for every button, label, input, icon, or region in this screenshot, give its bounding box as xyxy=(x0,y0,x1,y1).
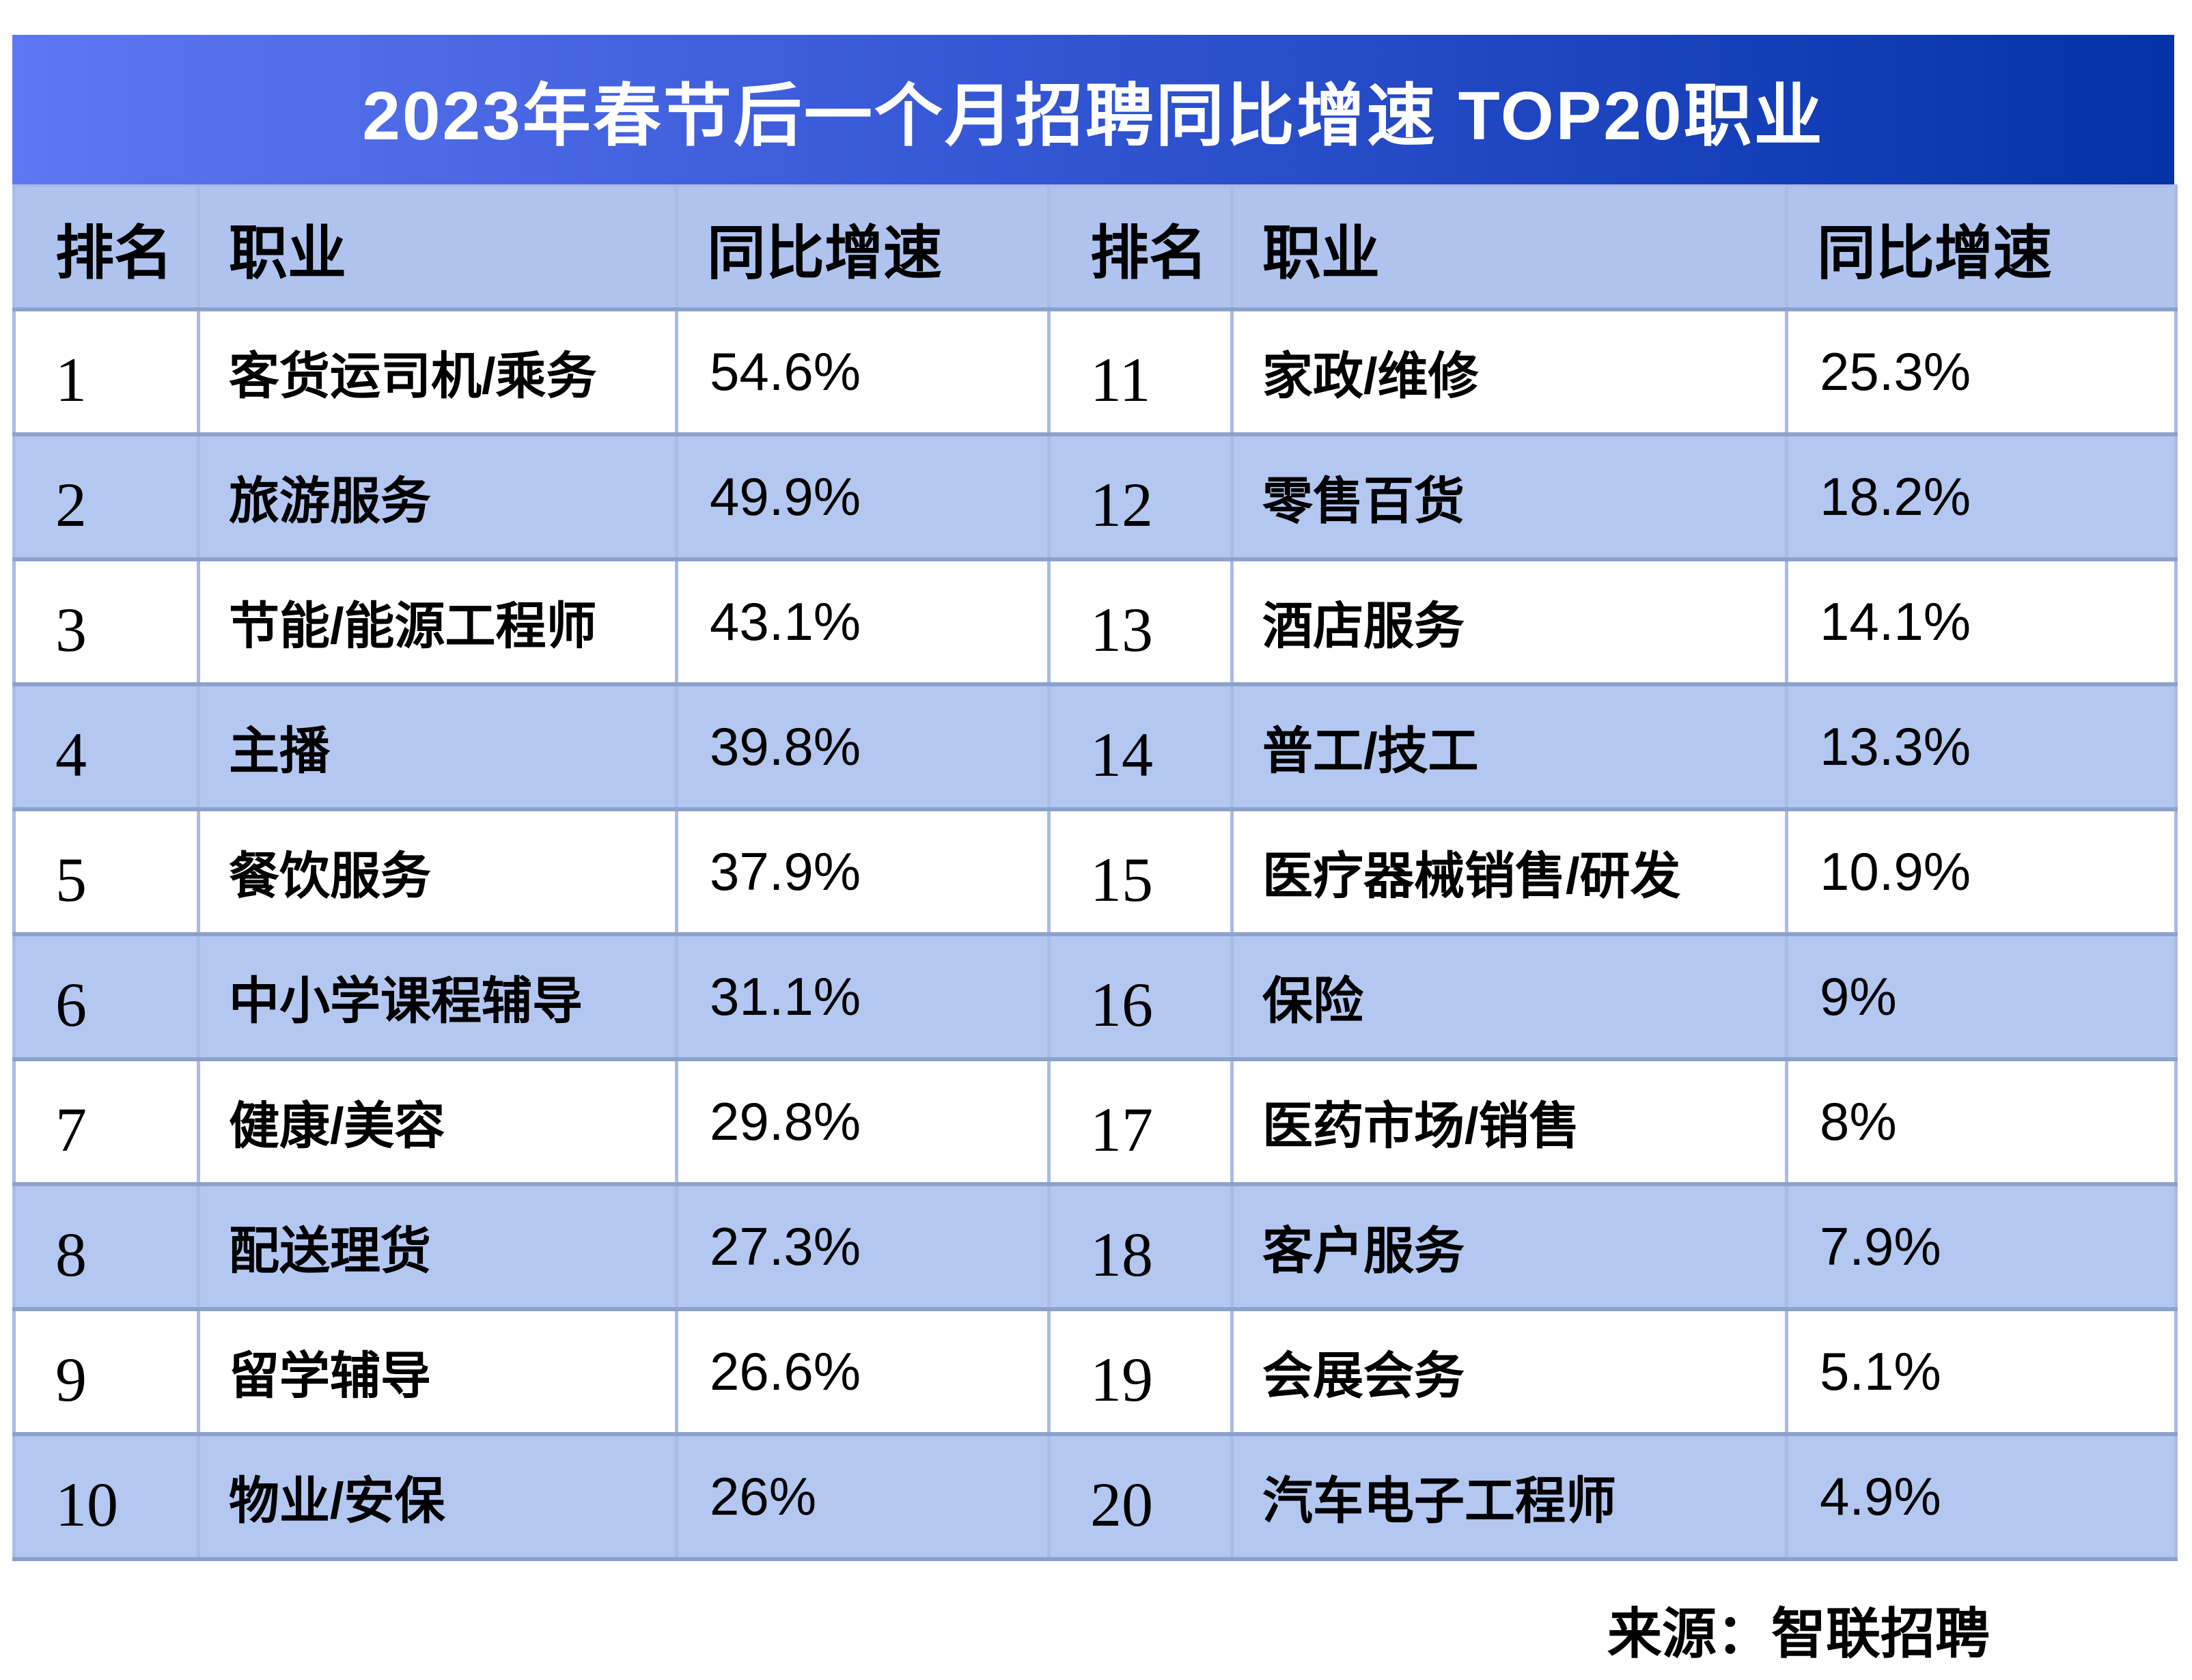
growth-cell: 25.3% xyxy=(1785,307,2178,436)
rank-cell: 17 xyxy=(1047,1057,1234,1186)
header-job-left: 职业 xyxy=(197,184,678,311)
table-row: 7 健康/美容 29.8% 17 医药市场/销售 8% xyxy=(12,1057,2178,1186)
job-cell: 汽车电子工程师 xyxy=(1230,1432,1788,1561)
growth-cell: 14.1% xyxy=(1785,557,2178,686)
job-cell: 留学辅导 xyxy=(197,1307,678,1436)
table-row: 9 留学辅导 26.6% 19 会展会务 5.1% xyxy=(12,1307,2178,1436)
job-cell: 会展会务 xyxy=(1230,1307,1788,1436)
table-row: 10 物业/安保 26% 20 汽车电子工程师 4.9% xyxy=(12,1432,2178,1561)
table-row: 2 旅游服务 49.9% 12 零售百货 18.2% xyxy=(12,432,2178,561)
table-row: 8 配送理货 27.3% 18 客户服务 7.9% xyxy=(12,1182,2178,1311)
job-cell: 节能/能源工程师 xyxy=(197,557,678,686)
infographic-frame: 2023年春节后一个月招聘同比增速 TOP20职业 排名 职业 同比增速 排名 … xyxy=(12,35,2178,1561)
rank-cell: 16 xyxy=(1047,932,1234,1061)
growth-cell: 13.3% xyxy=(1785,682,2178,811)
job-cell: 酒店服务 xyxy=(1230,557,1788,686)
growth-cell: 8% xyxy=(1785,1057,2178,1186)
growth-cell: 18.2% xyxy=(1785,432,2178,561)
job-cell: 零售百货 xyxy=(1230,432,1788,561)
job-cell: 客货运司机/乘务 xyxy=(197,307,678,436)
header-growth-left: 同比增速 xyxy=(675,184,1051,311)
rank-cell: 5 xyxy=(12,807,200,936)
rank-cell: 12 xyxy=(1047,432,1234,561)
job-cell: 中小学课程辅导 xyxy=(197,932,678,1061)
growth-cell: 10.9% xyxy=(1785,807,2178,936)
table-row: 4 主播 39.8% 14 普工/技工 13.3% xyxy=(12,682,2178,811)
growth-cell: 7.9% xyxy=(1785,1182,2178,1311)
rank-cell: 19 xyxy=(1047,1307,1234,1436)
rank-cell: 14 xyxy=(1047,682,1234,811)
job-cell: 医疗器械销售/研发 xyxy=(1230,807,1788,936)
job-cell: 餐饮服务 xyxy=(197,807,678,936)
job-cell: 旅游服务 xyxy=(197,432,678,561)
table-row: 1 客货运司机/乘务 54.6% 11 家政/维修 25.3% xyxy=(12,307,2178,436)
job-cell: 物业/安保 xyxy=(197,1432,678,1561)
rank-cell: 11 xyxy=(1047,307,1234,436)
rank-cell: 13 xyxy=(1047,557,1234,686)
table-row: 6 中小学课程辅导 31.1% 16 保险 9% xyxy=(12,932,2178,1061)
header-rank-right: 排名 xyxy=(1047,184,1234,311)
job-cell: 主播 xyxy=(197,682,678,811)
table-body: 1 客货运司机/乘务 54.6% 11 家政/维修 25.3% 2 旅游服务 4… xyxy=(12,307,2178,1561)
ranking-table: 排名 职业 同比增速 排名 职业 同比增速 1 客货运司机/乘务 54.6% 1… xyxy=(12,184,2178,1561)
job-cell: 配送理货 xyxy=(197,1182,678,1311)
rank-cell: 4 xyxy=(12,682,200,811)
job-cell: 普工/技工 xyxy=(1230,682,1788,811)
header-growth-right: 同比增速 xyxy=(1785,184,2178,311)
job-cell: 保险 xyxy=(1230,932,1788,1061)
job-cell: 医药市场/销售 xyxy=(1230,1057,1788,1186)
rank-cell: 20 xyxy=(1047,1432,1234,1561)
growth-cell: 4.9% xyxy=(1785,1432,2178,1561)
rank-cell: 7 xyxy=(12,1057,200,1186)
rank-cell: 2 xyxy=(12,432,200,561)
job-cell: 健康/美容 xyxy=(197,1057,678,1186)
table-header-row: 排名 职业 同比增速 排名 职业 同比增速 xyxy=(12,184,2178,311)
rank-cell: 10 xyxy=(12,1432,200,1561)
growth-cell: 26% xyxy=(675,1432,1051,1561)
rank-cell: 1 xyxy=(12,307,200,436)
table-row: 5 餐饮服务 37.9% 15 医疗器械销售/研发 10.9% xyxy=(12,807,2178,936)
rank-cell: 18 xyxy=(1047,1182,1234,1311)
job-cell: 客户服务 xyxy=(1230,1182,1788,1311)
job-cell: 家政/维修 xyxy=(1230,307,1788,436)
table-header: 排名 职业 同比增速 排名 职业 同比增速 xyxy=(12,184,2178,311)
source-note: 来源：智联招聘 xyxy=(1607,1604,1990,1664)
page-title: 2023年春节后一个月招聘同比增速 TOP20职业 xyxy=(362,78,1825,154)
growth-cell: 49.9% xyxy=(675,432,1051,561)
header-job-right: 职业 xyxy=(1230,184,1788,311)
growth-cell: 5.1% xyxy=(1785,1307,2178,1436)
header-rank-left: 排名 xyxy=(12,184,200,311)
rank-cell: 6 xyxy=(12,932,200,1061)
growth-cell: 39.8% xyxy=(675,682,1051,811)
growth-cell: 31.1% xyxy=(675,932,1051,1061)
growth-cell: 26.6% xyxy=(675,1307,1051,1436)
rank-cell: 15 xyxy=(1047,807,1234,936)
rank-cell: 3 xyxy=(12,557,200,686)
rank-cell: 9 xyxy=(12,1307,200,1436)
table-row: 3 节能/能源工程师 43.1% 13 酒店服务 14.1% xyxy=(12,557,2178,686)
growth-cell: 27.3% xyxy=(675,1182,1051,1311)
growth-cell: 43.1% xyxy=(675,557,1051,686)
rank-cell: 8 xyxy=(12,1182,200,1311)
title-bar: 2023年春节后一个月招聘同比增速 TOP20职业 xyxy=(12,35,2174,184)
growth-cell: 29.8% xyxy=(675,1057,1051,1186)
growth-cell: 54.6% xyxy=(675,307,1051,436)
growth-cell: 37.9% xyxy=(675,807,1051,936)
growth-cell: 9% xyxy=(1785,932,2178,1061)
